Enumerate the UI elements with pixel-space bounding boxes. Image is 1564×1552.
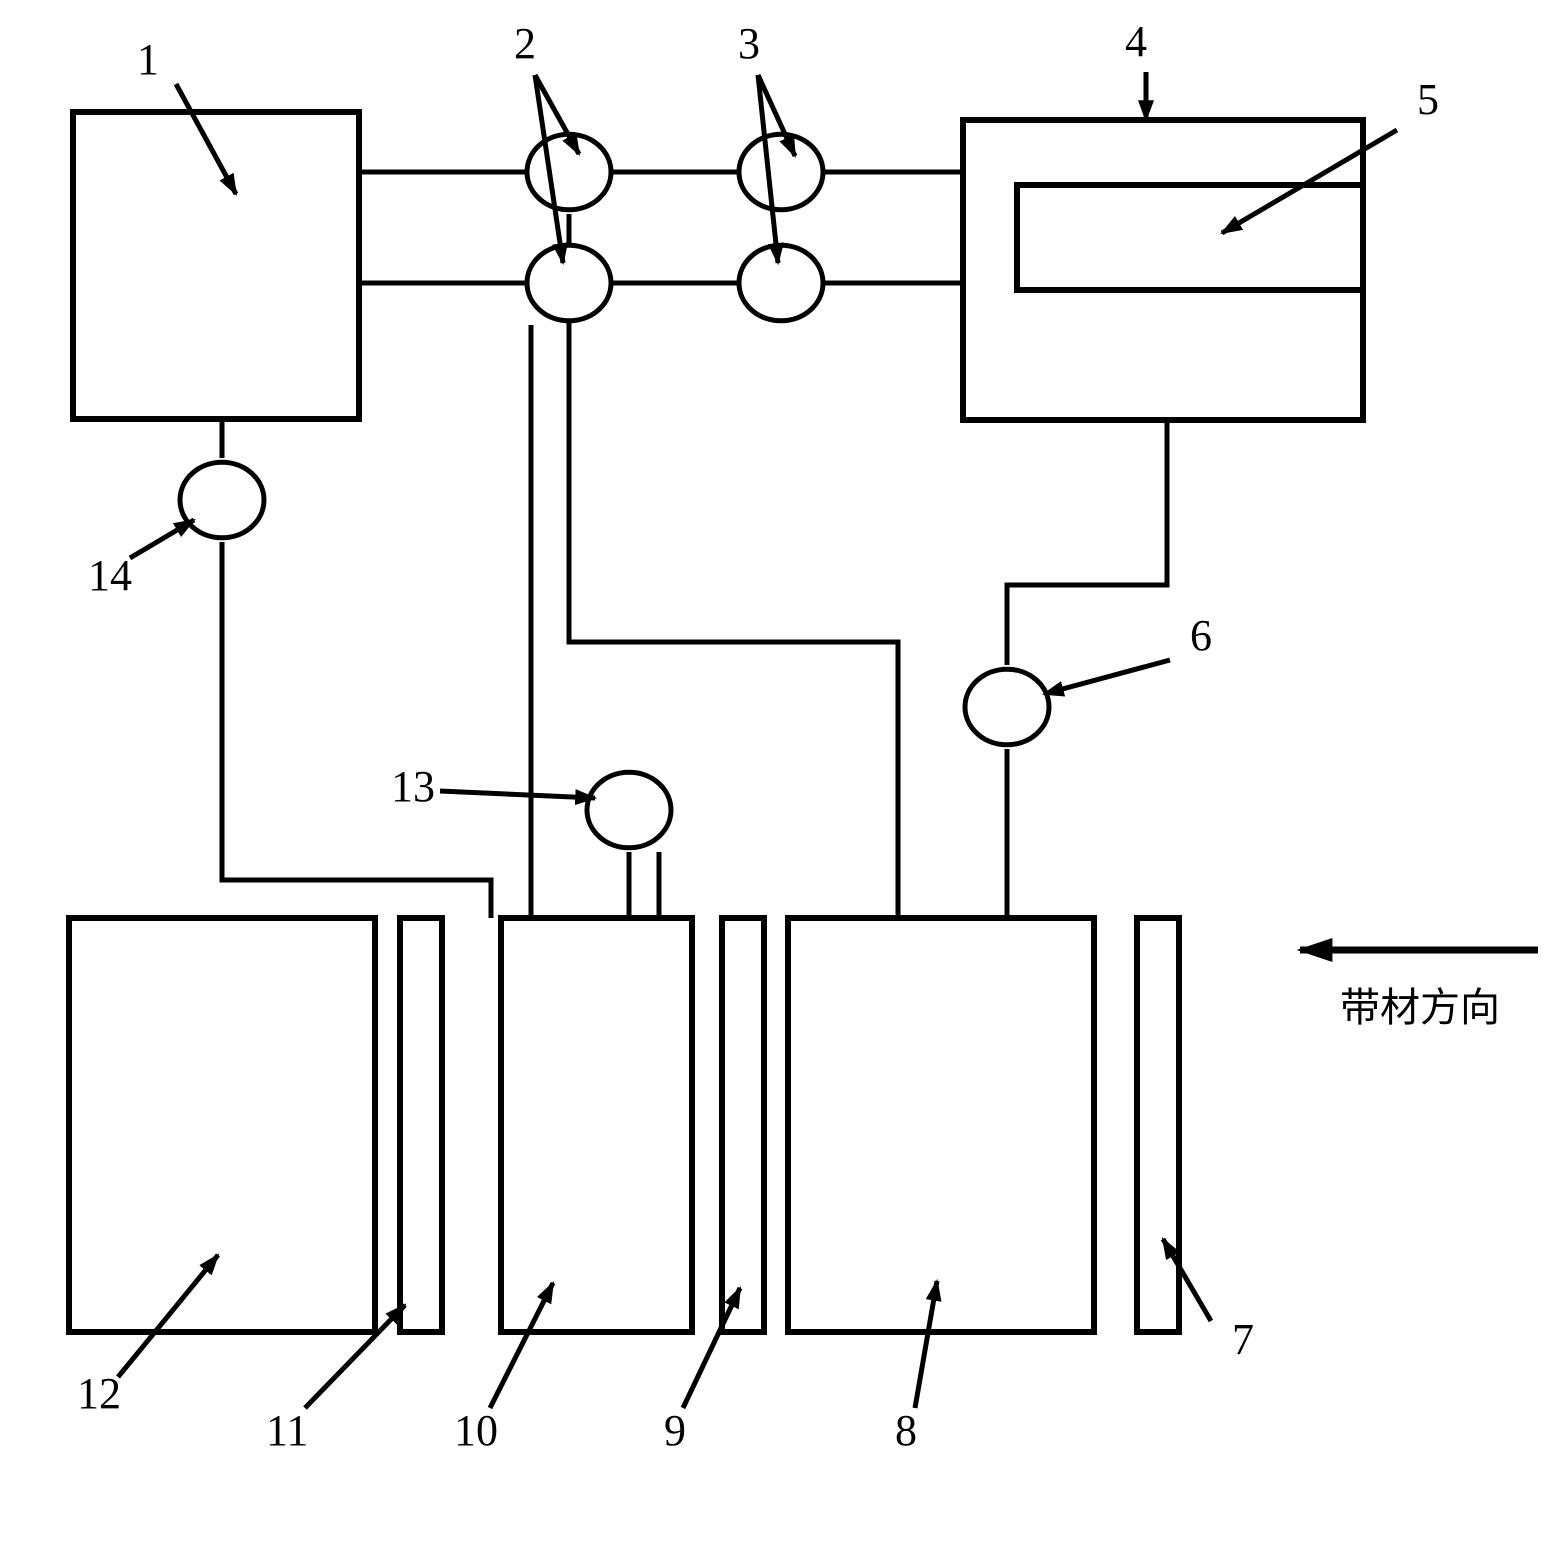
node-c13 [587, 772, 671, 848]
label-7: 7 [1232, 1315, 1254, 1364]
box-b5 [1017, 185, 1363, 290]
label-13: 13 [391, 762, 435, 811]
box-b4 [963, 120, 1363, 420]
box-b11 [400, 918, 442, 1332]
strip-direction-label: 带材方向 [1340, 985, 1500, 1030]
box-b9 [722, 918, 764, 1332]
label-8: 8 [895, 1406, 917, 1455]
leader-6 [1044, 660, 1170, 694]
label-6: 6 [1190, 611, 1212, 660]
connection-wire [222, 542, 491, 918]
label-12: 12 [77, 1369, 121, 1418]
label-11: 11 [266, 1406, 308, 1455]
label-2: 2 [514, 19, 536, 68]
node-c6 [965, 669, 1049, 745]
leader-1 [176, 84, 236, 194]
leader-7 [1163, 1239, 1211, 1321]
box-b12 [69, 918, 375, 1332]
leader-14 [130, 520, 194, 558]
label-9: 9 [664, 1406, 686, 1455]
leader-11 [305, 1305, 405, 1408]
label-14: 14 [88, 551, 132, 600]
label-10: 10 [454, 1406, 498, 1455]
node-c14 [180, 462, 264, 538]
label-5: 5 [1417, 75, 1439, 124]
box-b10 [501, 918, 692, 1332]
connection-wire [1007, 420, 1167, 665]
box-b7 [1137, 918, 1179, 1332]
leader-5 [1222, 130, 1397, 233]
leader-13 [440, 791, 595, 798]
leader-12 [118, 1255, 218, 1377]
node-c3b [739, 245, 823, 321]
label-4: 4 [1125, 17, 1147, 66]
node-c2a [527, 134, 611, 210]
label-3: 3 [738, 19, 760, 68]
leader-8 [915, 1281, 937, 1408]
node-c3a [739, 134, 823, 210]
box-b8 [788, 918, 1094, 1332]
label-1: 1 [137, 35, 159, 84]
node-c2b [527, 245, 611, 321]
